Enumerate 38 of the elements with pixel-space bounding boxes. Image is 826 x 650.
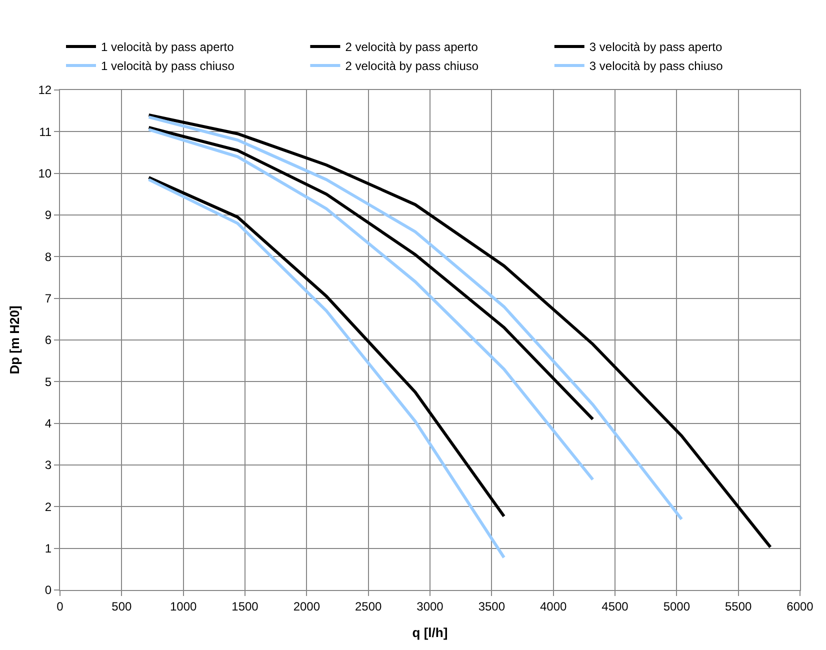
- y-tick-label: 3: [44, 458, 52, 472]
- line-series: [147, 114, 772, 549]
- legend-label: 3 velocità by pass aperto: [589, 40, 722, 54]
- x-tick-label: 2000: [293, 599, 320, 614]
- legend-label: 2 velocità by pass chiuso: [345, 59, 479, 74]
- x-tick-label: 1500: [232, 599, 259, 614]
- x-tick-label: 4000: [540, 599, 567, 614]
- y-tick-label: 11: [39, 124, 52, 139]
- x-tick-label: 5500: [724, 599, 752, 614]
- y-axis-title: Dp [m H20]: [7, 306, 22, 374]
- y-tick-label: 7: [44, 292, 52, 306]
- y-tick-label: 1: [44, 542, 52, 556]
- legend-label: 2 velocità by pass aperto: [345, 40, 478, 54]
- y-tick-label: 2: [44, 500, 52, 514]
- y-tick-label: 10: [38, 166, 52, 181]
- line-series: [147, 126, 594, 421]
- x-tick-label: 2500: [354, 599, 382, 614]
- legend-label: 1 velocità by pass aperto: [101, 40, 234, 54]
- line-series: [147, 116, 684, 521]
- line-series: [147, 128, 594, 482]
- x-tick-label: 4500: [602, 599, 629, 614]
- x-tick-label: 0: [56, 599, 64, 614]
- legend-label: 1 velocità by pass chiuso: [101, 59, 235, 74]
- y-tick-label: 9: [44, 208, 52, 222]
- x-axis-title: q [l/h]: [412, 625, 448, 640]
- y-tick-label: 0: [44, 583, 52, 598]
- x-tick-label: 1000: [170, 599, 197, 614]
- y-tick-label: 8: [44, 250, 52, 264]
- x-tick-label: 3500: [478, 599, 506, 614]
- y-tick-label: 4: [44, 416, 52, 431]
- y-tick-label: 12: [38, 83, 52, 98]
- x-tick-label: 5000: [663, 599, 690, 614]
- y-tick-label: 6: [44, 333, 52, 348]
- x-tick-label: 3000: [416, 599, 444, 614]
- x-tick-label: 500: [112, 599, 132, 614]
- y-tick-label: 5: [44, 374, 52, 389]
- x-tick-label: 6000: [786, 599, 814, 614]
- legend-label: 3 velocità by pass chiuso: [589, 59, 724, 74]
